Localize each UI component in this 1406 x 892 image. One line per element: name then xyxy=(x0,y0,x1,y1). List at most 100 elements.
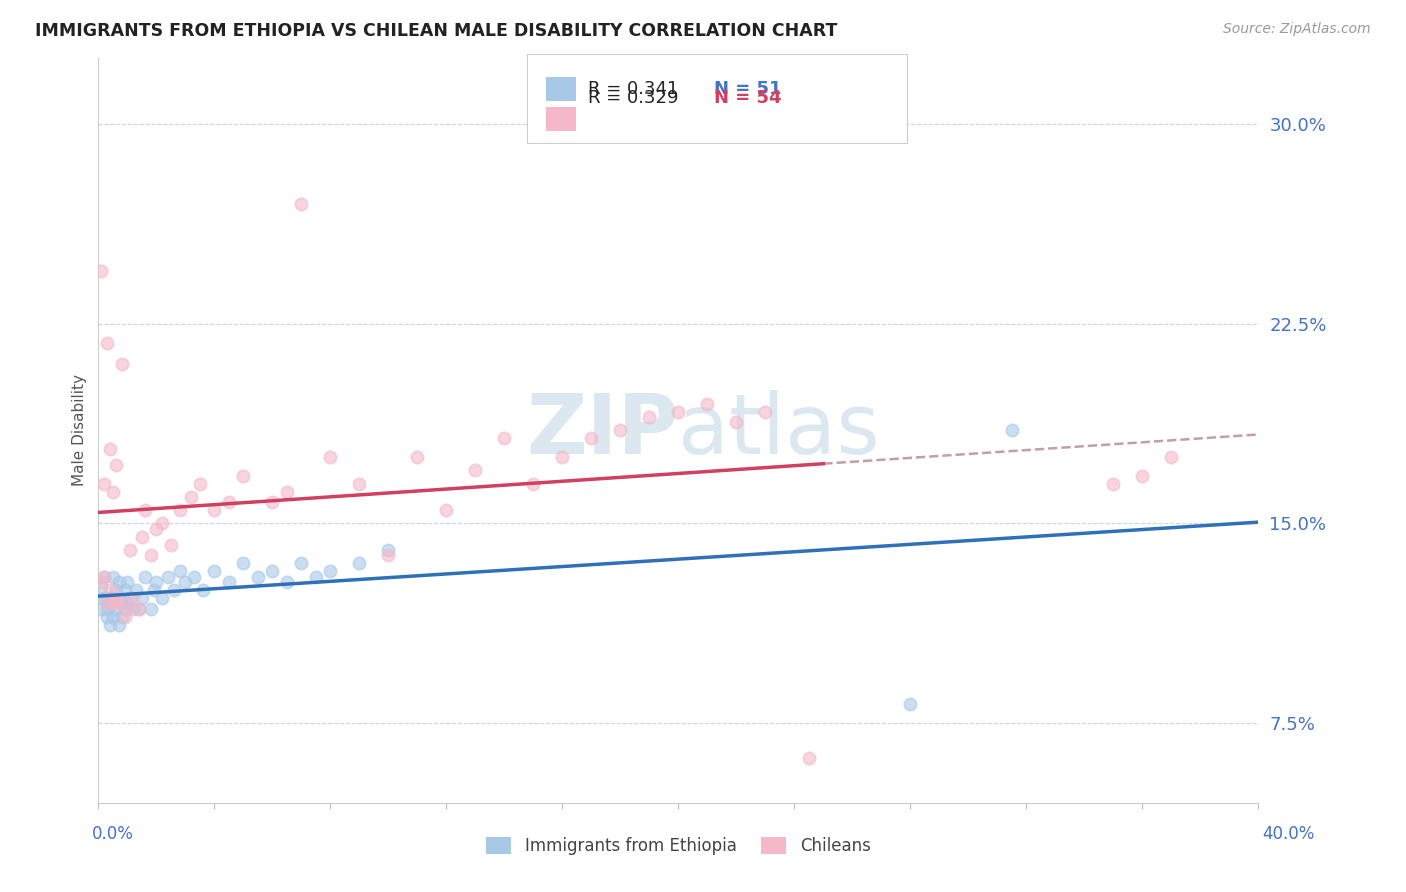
Point xyxy=(96,609,118,624)
Point xyxy=(696,397,718,411)
Point xyxy=(107,574,129,589)
Point xyxy=(90,574,112,589)
Text: ZIP: ZIP xyxy=(526,390,678,471)
Point xyxy=(609,424,631,438)
Point xyxy=(319,565,342,579)
Point xyxy=(101,596,124,610)
Point xyxy=(232,468,254,483)
Point xyxy=(174,574,197,589)
Point xyxy=(145,522,167,536)
Point xyxy=(377,549,399,563)
Text: 0.0%: 0.0% xyxy=(91,825,134,843)
Point xyxy=(160,538,183,552)
Point xyxy=(101,484,124,499)
Point xyxy=(797,750,820,764)
Point xyxy=(114,601,136,615)
Point xyxy=(96,335,118,350)
Point xyxy=(1130,468,1153,483)
Legend: Immigrants from Ethiopia, Chileans: Immigrants from Ethiopia, Chileans xyxy=(479,830,877,862)
Point xyxy=(120,543,142,558)
Point xyxy=(191,582,214,597)
Text: N = 54: N = 54 xyxy=(714,89,782,107)
Point xyxy=(139,601,162,615)
Point xyxy=(117,601,139,615)
Point xyxy=(90,580,112,594)
Text: 40.0%: 40.0% xyxy=(1263,825,1315,843)
Point xyxy=(122,591,145,605)
Text: R = 0.341: R = 0.341 xyxy=(588,80,678,98)
Point xyxy=(128,601,150,615)
Point xyxy=(232,557,254,571)
Point xyxy=(246,570,269,584)
Text: R = 0.329: R = 0.329 xyxy=(588,89,678,107)
Point xyxy=(551,450,574,464)
Text: atlas: atlas xyxy=(678,390,880,471)
Point xyxy=(204,565,226,579)
Point xyxy=(638,410,661,425)
Point xyxy=(107,591,129,605)
Point xyxy=(290,557,312,571)
Point xyxy=(163,582,186,597)
Point xyxy=(107,617,129,632)
Point xyxy=(104,596,127,610)
Point xyxy=(349,557,371,571)
Text: Source: ZipAtlas.com: Source: ZipAtlas.com xyxy=(1223,22,1371,37)
Point xyxy=(90,601,112,615)
Point xyxy=(98,596,121,610)
Point xyxy=(725,416,748,430)
Point xyxy=(96,601,118,615)
Point xyxy=(157,570,180,584)
Point xyxy=(122,601,145,615)
Point xyxy=(125,582,148,597)
Point xyxy=(98,582,121,597)
Point xyxy=(900,698,922,712)
Y-axis label: Male Disability: Male Disability xyxy=(72,375,87,486)
Point xyxy=(128,601,150,615)
Point xyxy=(111,609,132,624)
Point xyxy=(150,516,173,531)
Point xyxy=(98,442,121,456)
Point xyxy=(319,450,342,464)
Point xyxy=(117,596,139,610)
Point xyxy=(1160,450,1182,464)
Point xyxy=(349,476,371,491)
Point xyxy=(101,570,124,584)
Text: IMMIGRANTS FROM ETHIOPIA VS CHILEAN MALE DISABILITY CORRELATION CHART: IMMIGRANTS FROM ETHIOPIA VS CHILEAN MALE… xyxy=(35,22,838,40)
Point xyxy=(262,495,284,509)
Point xyxy=(1001,424,1024,438)
Point xyxy=(464,463,486,477)
Point xyxy=(96,596,118,610)
Point xyxy=(666,405,689,419)
Point xyxy=(131,530,153,544)
Point xyxy=(406,450,429,464)
Point xyxy=(93,476,115,491)
Point xyxy=(104,601,127,615)
Point xyxy=(134,503,156,517)
Point xyxy=(98,617,121,632)
Point xyxy=(93,570,115,584)
Point xyxy=(90,264,112,278)
Point xyxy=(204,503,226,517)
Point xyxy=(262,565,284,579)
Point xyxy=(104,458,127,472)
Point xyxy=(111,596,132,610)
Point xyxy=(104,582,127,597)
Point xyxy=(305,570,328,584)
Point xyxy=(117,574,139,589)
Point xyxy=(139,549,162,563)
Point xyxy=(142,582,165,597)
Point xyxy=(436,503,458,517)
Point xyxy=(114,582,136,597)
Point xyxy=(101,609,124,624)
Point xyxy=(494,431,516,445)
Point xyxy=(218,574,240,589)
Point xyxy=(522,476,544,491)
Point xyxy=(180,490,202,504)
Point xyxy=(93,591,115,605)
Point xyxy=(754,405,776,419)
Point xyxy=(120,591,142,605)
Point xyxy=(188,476,211,491)
Point xyxy=(134,570,156,584)
Point xyxy=(169,565,191,579)
Point xyxy=(183,570,205,584)
